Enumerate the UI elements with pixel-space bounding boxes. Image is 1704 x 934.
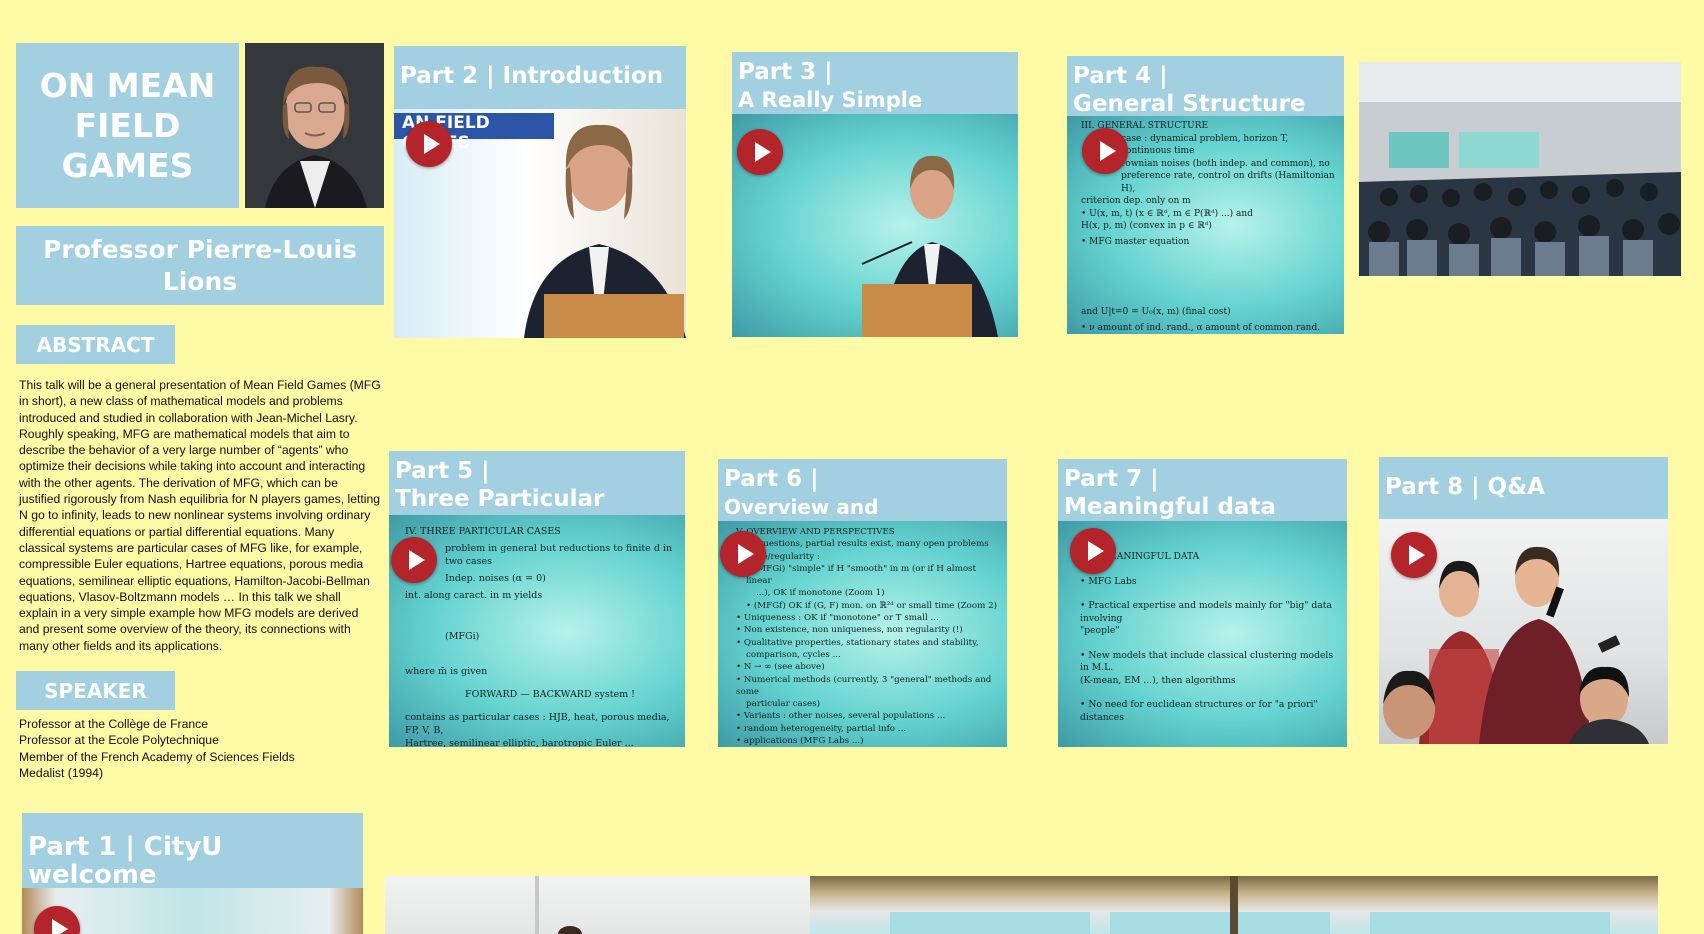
abstract-heading: ABSTRACT <box>16 325 175 364</box>
speaker-name: Professor Pierre-Louis Lions <box>16 226 384 305</box>
slide-line: • (MFGf) OK if (G, F) mon. on ℝ²ᵈ or sma… <box>746 600 998 611</box>
video-part1-title: Part 1 | CityU welcome <box>22 813 363 889</box>
video-part4[interactable]: Part 4 | General Structure III. GENERAL … <box>1067 56 1344 334</box>
slide-line: • Numerical methods (currently, 3 "gener… <box>736 674 992 697</box>
slide-line: • U(x, m, t) (x ∈ ℝᵈ, m ∈ P(ℝᵈ) ...) and <box>1081 208 1253 219</box>
slide-line: • No need for euclidean structures or fo… <box>1080 699 1318 723</box>
slide-line: preference rate, control on drifts (Hami… <box>1121 171 1335 194</box>
slide-line: • New models that include classical clus… <box>1080 649 1334 674</box>
slide-line: particular cases) <box>746 699 820 710</box>
slide-line: FORWARD — BACKWARD system ! <box>465 689 635 700</box>
video-part4-thumbnail: III. GENERAL STRUCTURE case : dynamical … <box>1067 116 1344 334</box>
video-part2-title: Part 2 | Introduction <box>394 46 686 109</box>
video-part6-slide: V. OVERVIEW AND PERSPECTIVES Lots questi… <box>736 526 1002 747</box>
video-part5-title: Part 5 | Three Particular Cases <box>389 451 685 540</box>
slide-line: "people" <box>1080 625 1120 636</box>
slide-line: istence/regularity : <box>736 551 820 562</box>
slide-line: comparison, cycles ... <box>746 649 841 660</box>
slide-heading: IV. THREE PARTICULAR CASES <box>405 526 561 537</box>
video-part3-thumbnail <box>732 114 1018 337</box>
video-part8-thumbnail <box>1379 519 1668 744</box>
slide-line: ...), OK if monotone (Zoom 1) <box>756 588 885 599</box>
slide-line: • N → ∞ (see above) <box>736 662 825 673</box>
slide-line: case : dynamical problem, horizon T, con… <box>1121 133 1289 157</box>
slide-line: • applications (MFG Labs ...) <box>736 736 864 747</box>
video-part2[interactable]: Part 2 | Introduction AN FIELD GAMES <box>394 46 686 338</box>
video-part5-slide: IV. THREE PARTICULAR CASES problem in ge… <box>405 525 675 747</box>
play-icon[interactable] <box>406 121 452 167</box>
video-part6-title: Part 6 | Overview and Perspectives <box>718 459 1007 547</box>
play-icon[interactable] <box>34 906 80 934</box>
slide-line: H(x, p, m) (convex in p ∈ ℝᵈ) <box>1081 221 1212 231</box>
audience-photo <box>1359 62 1681 276</box>
video-part5-title-line1: Part 5 | <box>395 458 490 484</box>
video-part4-title-line1: Part 4 | <box>1073 63 1168 89</box>
video-part7-slide: EANINGFUL DATA • MFG Labs • Practical ex… <box>1080 551 1340 724</box>
slide-line: • (MFGi) "simple" if H "smooth" in m (or… <box>746 563 977 587</box>
slide-line: where m̄ is given <box>405 666 488 677</box>
video-part7-title: Part 7 | Meaningful data <box>1058 459 1347 521</box>
video-part8-title: Part 8 | Q&A <box>1379 457 1668 519</box>
slide-line: • Non existence, non uniqueness, non reg… <box>736 625 963 636</box>
speaker-bio: Professor at the Collège de France Profe… <box>19 716 381 781</box>
slide-line: contains as particular cases : HJB, heat… <box>405 712 670 736</box>
video-part1[interactable]: Part 1 | CityU welcome <box>22 813 363 934</box>
video-part6[interactable]: Part 6 | Overview and Perspectives V. OV… <box>718 459 1007 747</box>
speaker-portrait <box>245 43 384 208</box>
slide-line: Indep. noises (α = 0) <box>445 573 546 584</box>
play-icon[interactable] <box>1082 128 1128 174</box>
slide-line: • MFG Labs <box>1080 575 1137 587</box>
video-part4-title-line2: General Structure <box>1073 91 1306 117</box>
play-icon[interactable] <box>1391 532 1437 578</box>
speaker-bio-line: Professor at the Ecole Polytechnique <box>19 733 219 748</box>
play-icon[interactable] <box>737 129 783 175</box>
slide-line: int. along caract. in m yields <box>405 590 543 601</box>
video-part4-slide: III. GENERAL STRUCTURE case : dynamical … <box>1081 120 1336 334</box>
video-part6-thumbnail: V. OVERVIEW AND PERSPECTIVES Lots questi… <box>718 521 1007 747</box>
speaker-bio-line: Member of the French Academy of Sciences… <box>19 749 295 764</box>
abstract-text: This talk will be a general presentation… <box>19 378 381 653</box>
video-part3[interactable]: Part 3 | A Really Simple Example <box>732 52 1018 337</box>
slide-line: (K-mean, EM ...), then algorithms <box>1080 674 1236 686</box>
event-photo-left <box>385 876 810 934</box>
play-icon[interactable] <box>391 537 437 583</box>
play-icon[interactable] <box>1070 528 1116 574</box>
poster-title: ON MEAN FIELD GAMES <box>16 43 239 208</box>
video-part5-thumbnail: IV. THREE PARTICULAR CASES problem in ge… <box>389 515 685 747</box>
slide-line: • MFG master equation <box>1081 236 1190 247</box>
video-part7[interactable]: Part 7 | Meaningful data EANINGFUL DATA … <box>1058 459 1347 747</box>
slide-line: Lots questions, partial results exist, m… <box>736 539 989 550</box>
video-part5[interactable]: Part 5 | Three Particular Cases IV. THRE… <box>389 451 685 747</box>
video-part6-title-line1: Part 6 | <box>724 466 819 492</box>
event-photo-right <box>810 876 1658 934</box>
slide-line: • random heterogeneity, partial info ... <box>736 723 907 734</box>
video-part3-title-line1: Part 3 | <box>738 59 833 85</box>
slide-line: rownian noises (both indep. and common),… <box>1121 158 1330 169</box>
slide-heading: V. OVERVIEW AND PERSPECTIVES <box>736 527 895 537</box>
video-part2-thumbnail: AN FIELD GAMES <box>394 109 686 338</box>
slide-line: • Uniqueness : OK if "monotone" or T sma… <box>736 613 939 624</box>
slide-heading: III. GENERAL STRUCTURE <box>1081 121 1209 131</box>
video-part7-thumbnail: EANINGFUL DATA • MFG Labs • Practical ex… <box>1058 521 1347 747</box>
speaker-bio-line: Professor at the Collège de France <box>19 717 209 731</box>
speaker-heading: SPEAKER <box>16 671 175 710</box>
slide-line: • ν amount of ind. rand., α amount of co… <box>1081 322 1321 333</box>
slide-line: Hartree, semilinear elliptic, barotropic… <box>405 738 634 747</box>
video-part1-thumbnail <box>22 888 363 934</box>
slide-line: • Practical expertise and models mainly … <box>1080 600 1332 624</box>
slide-line: problem in general but reductions to fin… <box>445 543 673 567</box>
play-icon[interactable] <box>720 531 766 577</box>
slide-line: • Variants : other noises, several popul… <box>736 711 946 722</box>
video-part4-title: Part 4 | General Structure <box>1067 56 1344 117</box>
video-part7-title-line1: Part 7 | <box>1064 466 1159 492</box>
slide-line: (MFGi) <box>445 631 480 642</box>
video-part7-title-line2: Meaningful data <box>1064 494 1276 520</box>
video-part3-title: Part 3 | A Really Simple Example <box>732 52 1018 140</box>
video-part8[interactable]: Part 8 | Q&A <box>1379 457 1668 744</box>
slide-line: and U|t=0 = U₀(x, m) (final cost) <box>1081 307 1231 317</box>
slide-heading: EANINGFUL DATA <box>1110 551 1200 562</box>
slide-line: • Qualitative properties, stationary sta… <box>736 637 979 648</box>
speaker-bio-line: Medalist (1994) <box>19 765 103 780</box>
slide-line: criterion dep. only on m <box>1081 196 1191 206</box>
